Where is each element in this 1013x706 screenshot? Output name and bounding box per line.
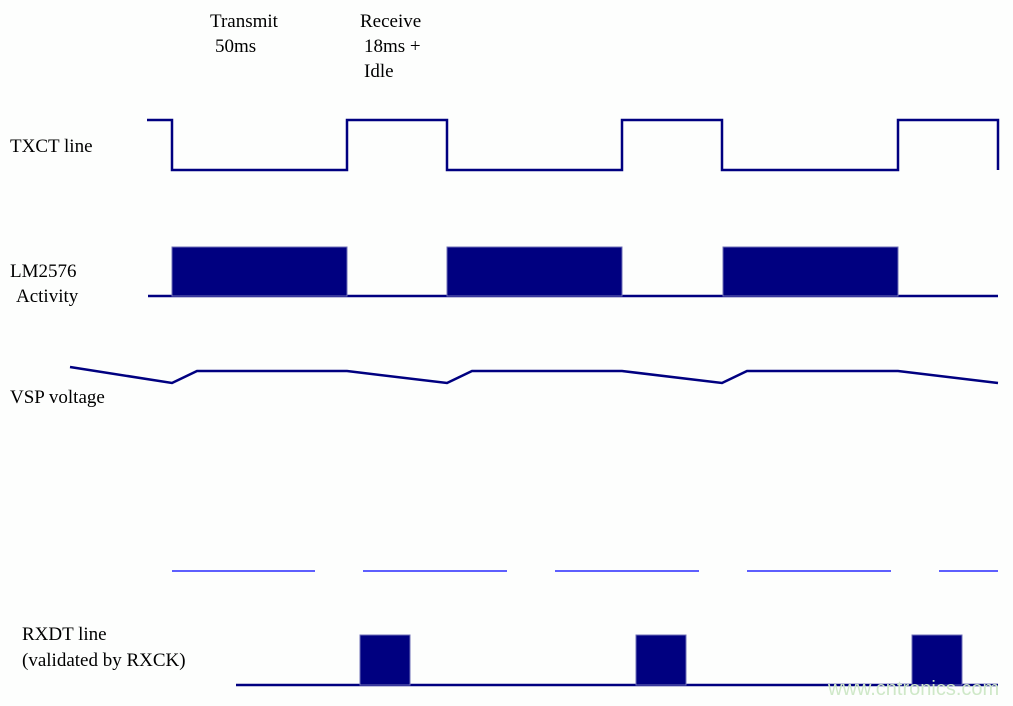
- transmit-label: Transmit: [210, 11, 278, 32]
- rxdt-pulse: [911, 634, 963, 686]
- receive-duration: 18ms +: [364, 36, 421, 57]
- rxdt-validated-label: (validated by RXCK): [22, 650, 186, 671]
- lm2576-activity-block: [171, 246, 348, 297]
- receive-label: Receive: [360, 11, 422, 32]
- rxdt-pulse: [359, 634, 411, 686]
- watermark: www.cntronics.com: [828, 678, 1000, 700]
- lm2576-activity-block: [446, 246, 623, 297]
- txct-label: TXCT line: [10, 136, 93, 157]
- lm2576-label: LM2576: [10, 261, 77, 282]
- vsp-label: VSP voltage: [10, 387, 105, 408]
- activity-label: Activity: [16, 286, 79, 307]
- vsp-waveform: [69, 365, 999, 385]
- transmit-duration: 50ms: [215, 36, 257, 57]
- txct-waveform: [147, 118, 1000, 172]
- idle-label: Idle: [364, 61, 394, 82]
- rxdt-pulse: [635, 634, 687, 686]
- rxdt-label: RXDT line: [22, 624, 107, 645]
- lm2576-activity-block: [722, 246, 899, 297]
